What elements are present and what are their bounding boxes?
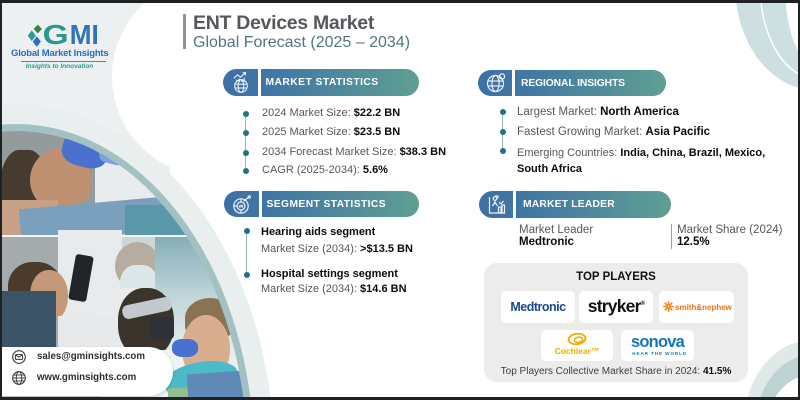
svg-text:MI: MI (70, 22, 99, 50)
svg-text:G: G (43, 22, 69, 50)
